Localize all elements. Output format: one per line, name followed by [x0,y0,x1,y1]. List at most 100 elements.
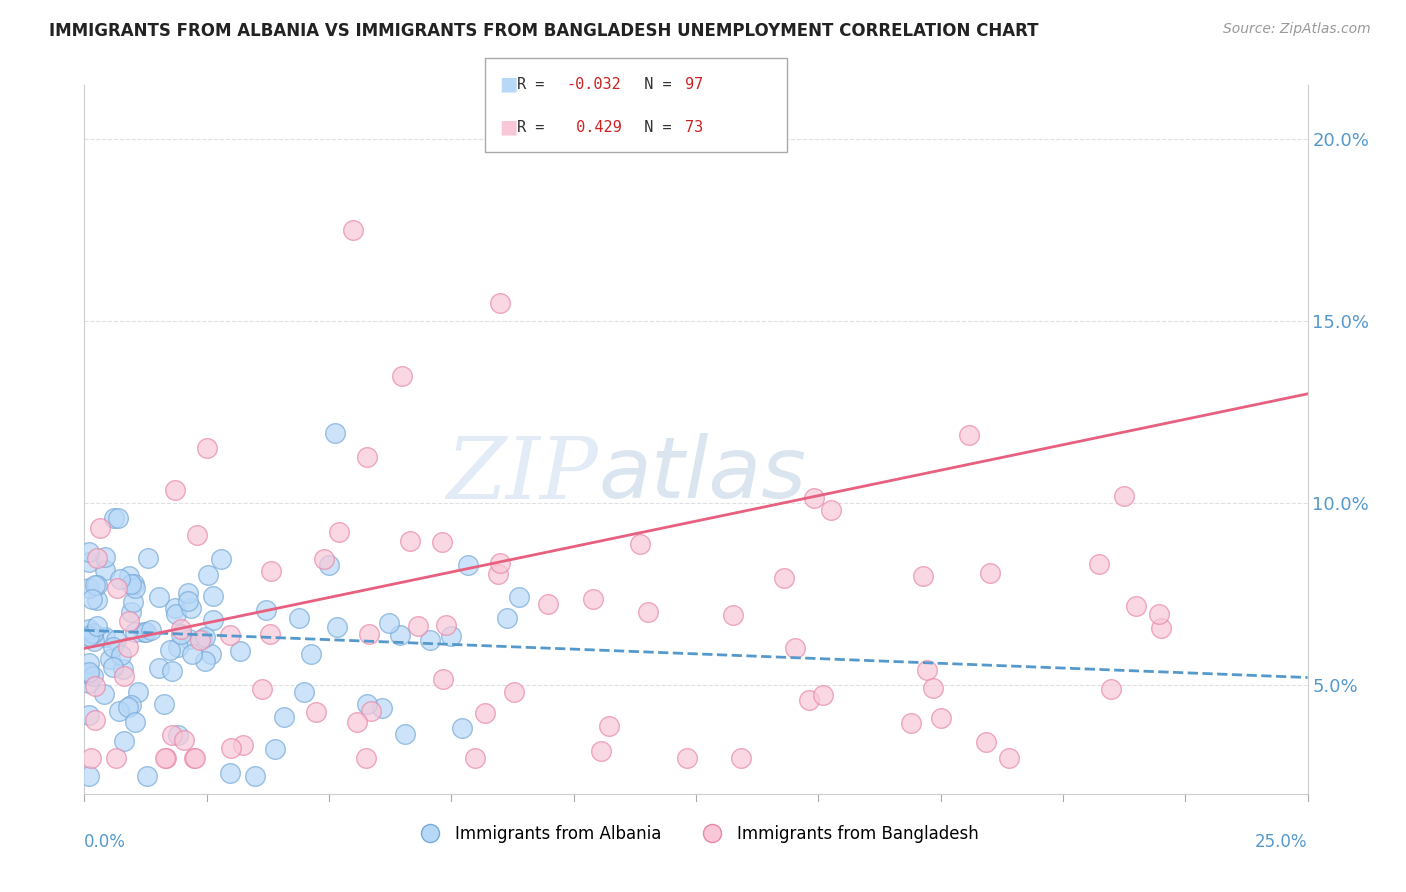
Point [250,681,273,696]
Point [94,630,117,644]
Point [177,632,200,647]
Point [1112,489,1135,503]
Point [108,704,131,718]
Point [132,625,155,640]
Point [165,607,187,622]
Point [122,576,145,591]
Point [190,632,212,646]
Point [1149,607,1171,621]
Point [628,537,651,551]
Point [346,715,368,730]
Point [488,566,510,581]
Point [312,552,335,566]
Point [434,617,457,632]
Point [195,442,218,456]
Point [259,627,281,641]
Point [167,728,190,742]
Point [86,551,108,566]
Point [254,602,277,616]
Point [82,627,104,641]
Point [84,679,107,693]
Point [197,568,219,582]
Point [900,715,922,730]
Point [371,701,394,715]
Point [489,556,512,570]
Point [117,640,139,654]
Point [112,662,135,676]
Point [730,750,752,764]
Point [86,577,108,591]
Point [117,700,139,714]
Text: ■: ■ [499,118,517,136]
Point [103,511,125,525]
Point [77,665,100,679]
Point [105,632,128,647]
Point [148,661,170,675]
Point [83,713,105,727]
Point [77,555,100,569]
Point [180,601,202,615]
Point [139,623,162,637]
Point [430,534,453,549]
Point [89,521,111,535]
Point [273,710,295,724]
Text: 0.0%: 0.0% [84,833,127,851]
Point [357,627,380,641]
Point [94,563,117,577]
Point [974,734,997,748]
Point [675,750,697,764]
Text: R =: R = [517,120,554,135]
Point [124,581,146,595]
Point [292,685,315,699]
Point [232,738,254,752]
Point [173,733,195,747]
Point [489,296,512,310]
Point [112,734,135,748]
Point [637,605,659,619]
Point [83,578,105,592]
Point [77,708,100,723]
Point [86,619,108,633]
Point [77,629,100,643]
Point [77,675,100,690]
Point [163,483,186,497]
Point [83,634,105,648]
Text: atlas: atlas [598,434,806,516]
Point [301,647,323,661]
Point [979,566,1001,580]
Point [305,705,328,719]
Point [723,607,745,622]
Point [929,710,952,724]
Point [181,647,204,661]
Point [124,625,146,640]
Point [323,425,346,440]
Point [356,697,378,711]
Point [93,687,115,701]
Point [218,765,240,780]
Point [260,564,283,578]
Point [502,685,524,699]
Point [803,491,825,505]
Point [245,769,267,783]
Point [326,620,349,634]
Point [160,728,183,742]
Point [170,622,193,636]
Point [166,640,188,655]
Point [112,668,135,682]
Text: N =: N = [626,77,681,92]
Point [457,558,479,572]
Point [1125,599,1147,613]
Point [93,550,115,565]
Point [537,597,560,611]
Text: 97: 97 [685,77,703,92]
Point [773,571,796,585]
Point [1088,557,1111,571]
Point [170,627,193,641]
Point [82,626,104,640]
Point [201,613,224,627]
Point [136,769,159,783]
Point [388,627,411,641]
Point [820,503,842,517]
Point [957,428,980,442]
Point [451,721,474,735]
